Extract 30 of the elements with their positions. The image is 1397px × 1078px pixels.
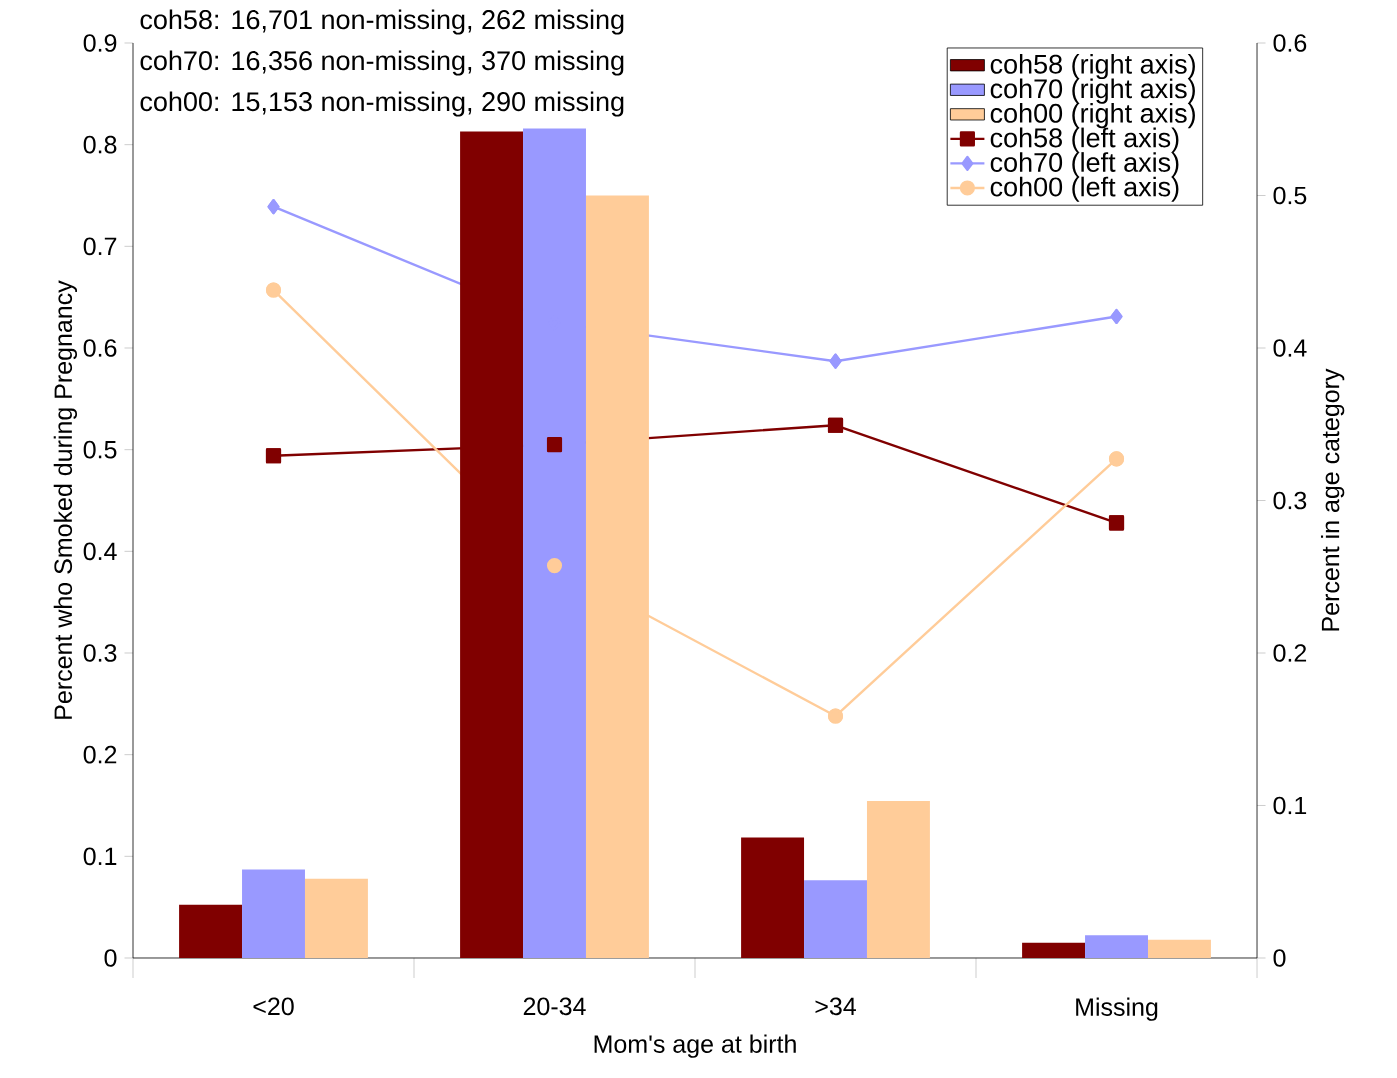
x-axis-title: Mom's age at birth — [594, 1034, 796, 1058]
y2-tick-label: 0.2 — [1273, 644, 1307, 662]
y-tick-label: 0.6 — [83, 339, 117, 357]
y-tick-label: 0 — [104, 949, 117, 967]
y2-tick-label: 0.5 — [1273, 186, 1307, 205]
x-tick-label: >34 — [815, 997, 856, 1016]
x-tick-label: <20 — [253, 997, 294, 1016]
x-tick-label: Missing — [1076, 997, 1158, 1021]
y2-tick-label: 0 — [1273, 949, 1286, 967]
y-tick-label: 0.5 — [83, 440, 117, 459]
y-tick-label: 0.2 — [83, 745, 117, 764]
y2-tick-label: 0.4 — [1273, 339, 1307, 357]
y2-axis-title: Percent in age category — [1320, 368, 1345, 631]
legend-label: coh70 (right axis) — [990, 78, 1195, 104]
x-tick-label: 20-34 — [523, 997, 586, 1016]
y2-tick-label: 0.1 — [1273, 796, 1307, 815]
y-tick-label: 0.4 — [83, 542, 117, 561]
legend-label: coh58 (left axis) — [990, 127, 1179, 153]
annotation: coh70: 16,356 non-missing, 370 missing — [140, 50, 624, 76]
y2-tick-label: 0.3 — [1273, 491, 1307, 510]
text: coh58: 16,701 non-missing, 262 missing — [140, 9, 624, 35]
y2-tick-label: 0.6 — [1273, 34, 1307, 52]
legend-label: coh00 (left axis) — [990, 176, 1179, 202]
y-tick-label: 0.1 — [83, 847, 117, 866]
y-tick-label: 0.8 — [83, 135, 117, 154]
y-axis-title: Percent who Smoked during Pregnancy — [53, 280, 78, 719]
annotation: coh00: 15,153 non-missing, 290 missing — [140, 91, 624, 117]
y-tick-label: 0.3 — [83, 644, 117, 662]
y-tick-label: 0.7 — [83, 237, 117, 256]
y-tick-label: 0.9 — [83, 34, 117, 52]
